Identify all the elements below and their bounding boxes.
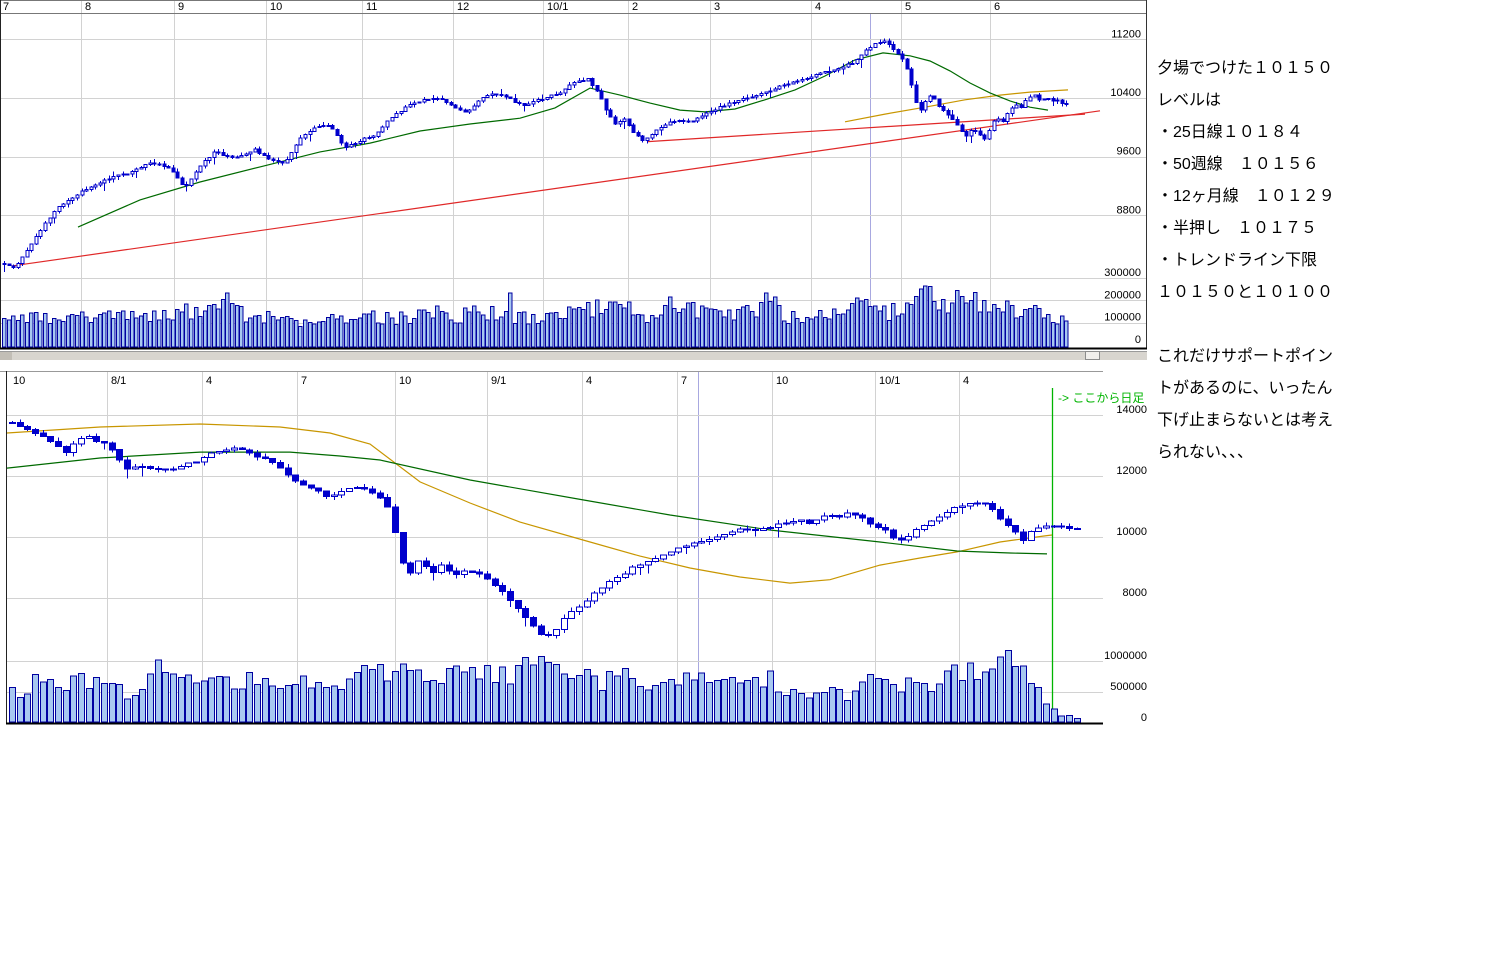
axis-label: 9600 <box>1117 146 1141 158</box>
axis-label: 10 <box>776 375 788 387</box>
axis-label: 1000000 <box>1104 650 1147 662</box>
note-line: １０１５０と１０１００ <box>1157 284 1334 301</box>
axis-label: 5 <box>905 1 911 13</box>
axis-label: 3 <box>714 1 720 13</box>
note-paragraph-conclusion: これだけサポートポイン トがあるのに、いったん 下げ止まらないとは考え られない… <box>1157 341 1357 469</box>
note-line: 夕場でつけた１０１５０ <box>1157 60 1334 77</box>
note-line: 下げ止まらないとは考え <box>1157 412 1334 429</box>
y-gridlines <box>6 415 1103 693</box>
ma-long-line <box>6 423 1053 584</box>
note-paragraph-support-levels: 夕場でつけた１０１５０ レベルは ・25日線１０１８４ ・50週線 １０１５６ … <box>1157 53 1357 309</box>
note-line: トがあるのに、いったん <box>1157 380 1333 397</box>
axis-label: 9/1 <box>491 375 506 387</box>
axis-label: 7 <box>681 375 687 387</box>
note-line: レベルは <box>1157 92 1222 109</box>
axis-label: 300000 <box>1104 267 1141 279</box>
note-line: ・トレンドライン下限 <box>1157 252 1318 269</box>
ma-long-line <box>844 89 1069 123</box>
axis-label: 0 <box>1135 334 1141 346</box>
axis-label: 12 <box>457 1 469 13</box>
scrollbar-left-button[interactable] <box>0 352 12 360</box>
axis-label: 6 <box>994 1 1000 13</box>
scrollbar-grip[interactable] <box>1085 351 1100 360</box>
axis-label: 10/1 <box>879 375 900 387</box>
daily-start-annotation: -> ここから日足 <box>1058 391 1145 405</box>
axis-label: 100000 <box>1104 312 1141 324</box>
axis-label: 11200 <box>1111 28 1141 40</box>
x-gridlines <box>81 0 991 348</box>
axis-label: 200000 <box>1104 289 1141 301</box>
volume-series <box>9 650 1082 723</box>
axis-label: 4 <box>586 375 592 387</box>
axis-label: 10 <box>13 375 25 387</box>
candlestick-series <box>9 419 1081 639</box>
axis-label: 4 <box>206 375 212 387</box>
axis-label: 14000 <box>1116 404 1147 416</box>
trendline <box>11 110 1101 267</box>
ma-short-line <box>77 52 1049 228</box>
note-line: られない、、、 <box>1157 444 1254 461</box>
trendline <box>647 113 1086 143</box>
axis-label: 8/1 <box>111 375 126 387</box>
axis-label: 8 <box>85 1 91 13</box>
axis-label: 10 <box>399 375 411 387</box>
horizontal-scrollbar[interactable] <box>0 351 1147 360</box>
chart-borders <box>0 0 1147 350</box>
note-line: ・50週線 １０１５６ <box>1157 156 1319 173</box>
weekly-chart: 10 8/1 4 7 10 9/1 4 7 10 10/1 4 14000 12000 10000 8000… <box>0 371 1147 725</box>
axis-label: 0 <box>1141 712 1147 724</box>
axis-label: 4 <box>815 1 821 13</box>
axis-label: 10000 <box>1116 526 1147 538</box>
note-line: ・12ヶ月線 １０１２９ <box>1157 188 1335 205</box>
axis-label: 8000 <box>1123 587 1147 599</box>
axis-label: 10 <box>270 1 282 13</box>
volume-series <box>2 285 1069 348</box>
analysis-note-panel: 夕場でつけた１０１５０ レベルは ・25日線１０１８４ ・50週線 １０１５６ … <box>1157 53 1357 469</box>
axis-label: 2 <box>632 1 638 13</box>
candlestick-series <box>2 38 1069 273</box>
note-line: これだけサポートポイン <box>1157 348 1334 365</box>
axis-label: 4 <box>963 375 969 387</box>
daily-chart: 7 8 9 10 11 12 10/1 2 3 4 5 6 11200 10400 9600 8800 3000… <box>0 0 1147 350</box>
axis-label: 500000 <box>1110 681 1147 693</box>
axis-label: 7 <box>301 375 307 387</box>
axis-label: 8800 <box>1117 204 1141 216</box>
axis-label: 12000 <box>1116 465 1147 477</box>
note-line: ・25日線１０１８４ <box>1157 124 1303 141</box>
x-axis-labels: 7 8 9 10 11 12 10/1 2 3 4 5 6 11200 10400 9600 8800 3000… <box>3 1 1141 346</box>
x-axis-labels: 10 8/1 4 7 10 9/1 4 7 10 10/1 4 14000 12000 10000 8000… <box>13 375 1147 724</box>
axis-label: 11 <box>366 1 377 13</box>
axis-label: 9 <box>178 1 184 13</box>
ma-short-line <box>6 451 1048 555</box>
axis-label: 10400 <box>1110 87 1141 99</box>
note-line: ・半押し １０１７５ <box>1157 220 1318 237</box>
axis-label: 10/1 <box>547 1 568 13</box>
chart-borders <box>0 371 1103 725</box>
axis-label: 7 <box>3 1 9 13</box>
